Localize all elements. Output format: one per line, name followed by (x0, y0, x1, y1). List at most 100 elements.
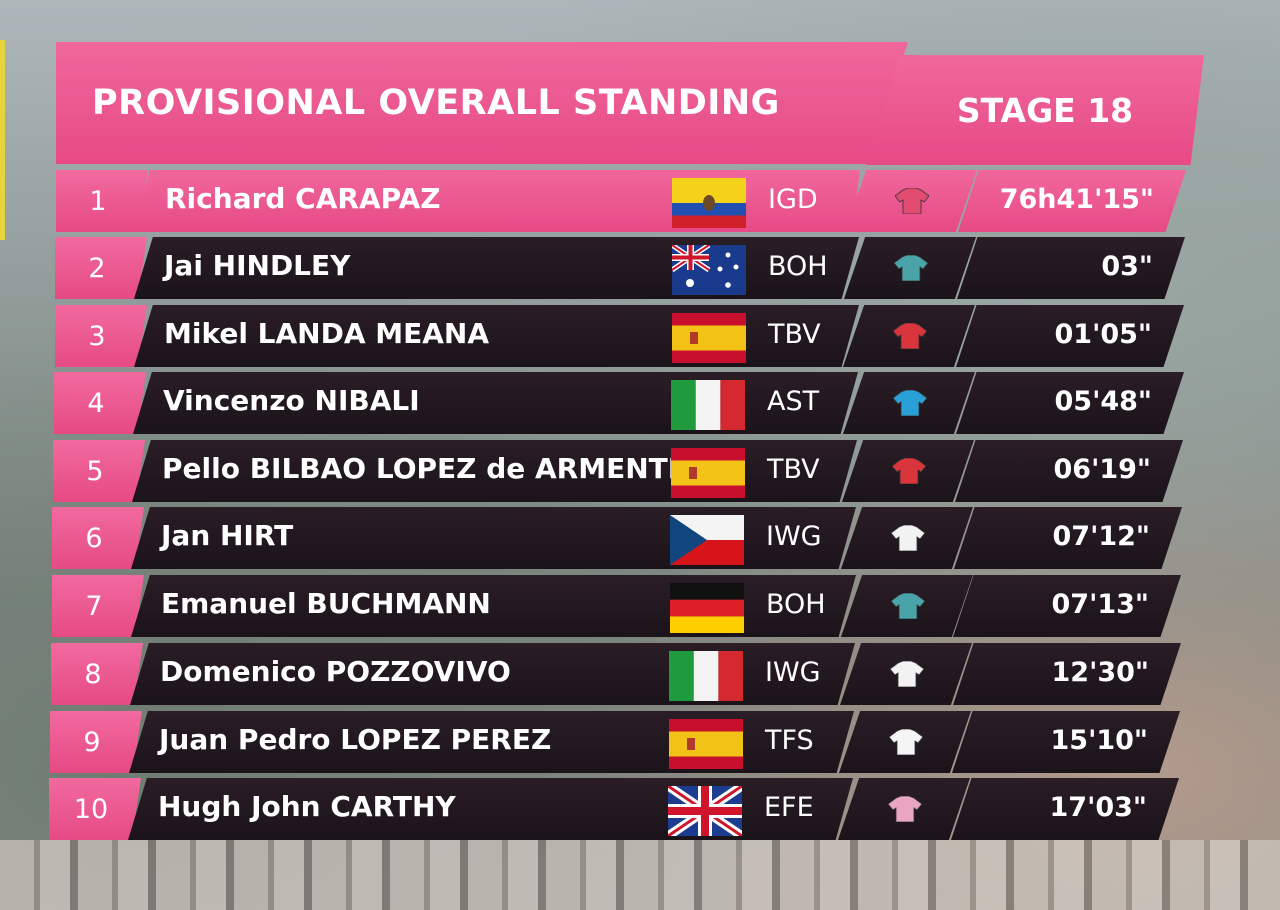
team-code: TFS (765, 725, 814, 756)
position-badge: 8 (51, 643, 143, 705)
rider-name-panel: Emanuel BUCHMANN (131, 575, 856, 637)
standing-row: 6 Jan HIRT IWG 07'12" (0, 507, 1280, 569)
team-code: EFE (764, 792, 814, 823)
team-jersey-icon (888, 728, 924, 756)
ecuador-flag (672, 178, 746, 228)
time-gap: 12'30" (1051, 657, 1149, 688)
jersey-panel (842, 440, 974, 502)
standing-row: 2 Jai HINDLEY BOH 03" (0, 237, 1280, 299)
rider-name-panel: Jan HIRT (131, 507, 856, 569)
jersey-panel (838, 778, 970, 840)
team-jersey-icon (890, 592, 926, 620)
australia-flag (672, 245, 746, 295)
rider-name: Emanuel BUCHMANN (161, 587, 491, 620)
team-jersey-icon (887, 795, 923, 823)
team-code: IWG (765, 657, 821, 688)
standing-row: 7 Emanuel BUCHMANN BOH 07'13" (0, 575, 1280, 637)
position-badge: 2 (55, 237, 147, 299)
position-number: 4 (87, 387, 105, 419)
team-code: AST (767, 386, 820, 417)
standing-row: 9 Juan Pedro LOPEZ PEREZ TFS 15'10" (0, 711, 1280, 773)
rider-name-panel: Vincenzo NIBALI (133, 372, 858, 434)
time-gap: 07'12" (1052, 521, 1150, 552)
position-badge: 4 (54, 372, 146, 434)
spain-flag (672, 313, 746, 363)
jersey-panel (844, 237, 976, 299)
team-code: IGD (768, 184, 818, 215)
position-number: 2 (88, 252, 106, 284)
team-code: BOH (768, 251, 828, 282)
time-gap: 76h41'15" (999, 184, 1154, 215)
header-stage-panel: STAGE 18 (866, 55, 1204, 165)
team-jersey-icon (894, 187, 930, 215)
time-gap-panel: 07'12" (954, 507, 1182, 569)
standing-row: 3 Mikel LANDA MEANA TBV 01'05" (0, 305, 1280, 367)
position-badge: 6 (52, 507, 144, 569)
time-gap: 05'48" (1054, 386, 1152, 417)
standing-row: 8 Domenico POZZOVIVO IWG 12'30" (0, 643, 1280, 705)
header-title: PROVISIONAL OVERALL STANDING (92, 83, 780, 123)
rider-name: Richard CARAPAZ (165, 182, 441, 215)
position-badge: 7 (52, 575, 144, 637)
rider-name: Jan HIRT (161, 519, 294, 552)
time-gap-panel: 76h41'15" (958, 170, 1186, 232)
team-jersey-icon (891, 457, 927, 485)
position-badge: 10 (49, 778, 141, 840)
rider-name-panel: Mikel LANDA MEANA (134, 305, 859, 367)
czech-flag (670, 515, 744, 565)
jersey-panel (839, 711, 971, 773)
jersey-panel (841, 507, 973, 569)
time-gap-panel: 17'03" (951, 778, 1179, 840)
team-code: BOH (766, 589, 826, 620)
team-code: TBV (768, 319, 821, 350)
position-badge: 3 (55, 305, 147, 367)
rider-name-panel: Jai HINDLEY (134, 237, 859, 299)
uk-flag (668, 786, 742, 836)
rider-name-panel: Hugh John CARTHY (128, 778, 853, 840)
time-gap: 01'05" (1054, 319, 1152, 350)
team-code: IWG (766, 521, 822, 552)
background-town (0, 840, 1280, 910)
rider-name-panel: Pello BILBAO LOPEZ de ARMENTIA (132, 440, 857, 502)
jersey-panel (845, 170, 977, 232)
position-number: 8 (84, 658, 102, 690)
position-number: 3 (88, 320, 106, 352)
yellow-edge-strip (0, 40, 5, 240)
rider-name-panel: Richard CARAPAZ (135, 170, 860, 232)
rider-name: Jai HINDLEY (164, 249, 351, 282)
position-badge: 5 (53, 440, 145, 502)
team-code: TBV (767, 454, 820, 485)
rider-name: Vincenzo NIBALI (163, 384, 420, 417)
standing-row: 10 Hugh John CARTHY EFE 17'03" (0, 778, 1280, 840)
rider-name: Mikel LANDA MEANA (164, 317, 490, 350)
time-gap: 07'13" (1051, 589, 1149, 620)
rider-name-panel: Juan Pedro LOPEZ PEREZ (129, 711, 854, 773)
position-badge: 9 (50, 711, 142, 773)
team-jersey-icon (889, 660, 925, 688)
time-gap-panel: 15'10" (952, 711, 1180, 773)
jersey-panel (843, 372, 975, 434)
rider-name: Pello BILBAO LOPEZ de ARMENTIA (162, 452, 700, 485)
time-gap-panel: 06'19" (955, 440, 1183, 502)
jersey-panel (840, 643, 972, 705)
position-number: 7 (85, 590, 103, 622)
time-gap-panel: 01'05" (956, 305, 1184, 367)
rider-name: Domenico POZZOVIVO (160, 655, 511, 688)
team-jersey-icon (890, 524, 926, 552)
time-gap-panel: 07'13" (953, 575, 1181, 637)
team-jersey-icon (893, 254, 929, 282)
rider-name: Hugh John CARTHY (158, 790, 456, 823)
time-gap-panel: 03" (957, 237, 1185, 299)
rider-name: Juan Pedro LOPEZ PEREZ (159, 723, 552, 756)
time-gap: 15'10" (1050, 725, 1148, 756)
time-gap: 03" (1101, 251, 1153, 282)
position-number: 9 (83, 726, 101, 758)
time-gap-panel: 05'48" (956, 372, 1184, 434)
standing-row: 1 Richard CARAPAZ IGD 76h41'15" (0, 170, 1280, 232)
jersey-panel (841, 575, 973, 637)
time-gap: 17'03" (1049, 792, 1147, 823)
time-gap: 06'19" (1053, 454, 1151, 485)
standing-row: 5 Pello BILBAO LOPEZ de ARMENTIA TBV 06'19" (0, 440, 1280, 502)
rider-name-panel: Domenico POZZOVIVO (130, 643, 855, 705)
